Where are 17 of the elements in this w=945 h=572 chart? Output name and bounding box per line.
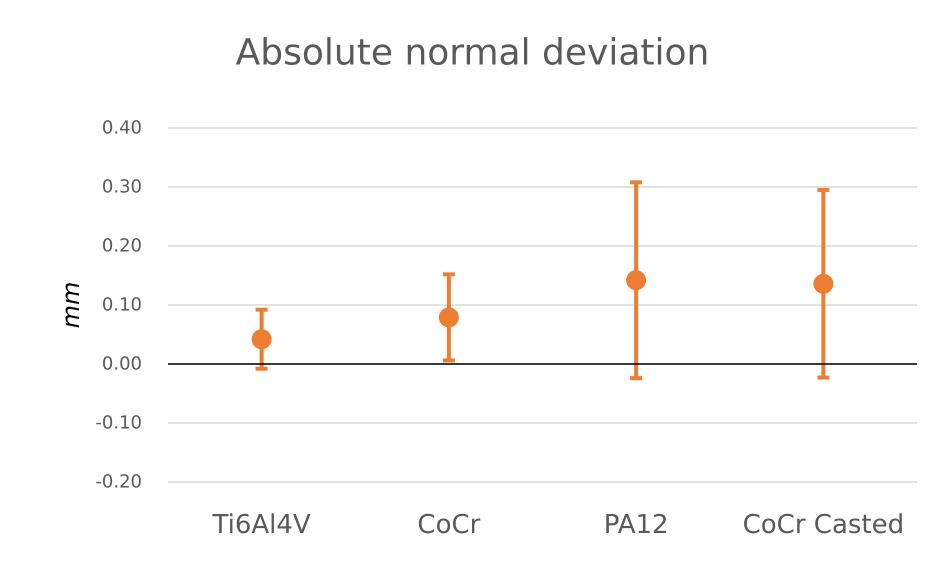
- point: [438, 307, 459, 328]
- x-tick-label: CoCr Casted: [742, 510, 904, 540]
- y-tick-label: -0.10: [95, 412, 142, 434]
- y-tick-label: 0.30: [102, 176, 142, 198]
- y-tick-label: -0.20: [95, 472, 142, 492]
- x-tick-label: Ti6Al4V: [212, 510, 311, 540]
- y-tick-label: 0.20: [102, 236, 142, 256]
- y-tick-label: 0.10: [102, 294, 142, 316]
- y-tick-label: 0.40: [102, 118, 142, 138]
- chart-title: Absolute normal deviation: [236, 32, 710, 74]
- x-tick-label: CoCr: [417, 510, 481, 540]
- point: [813, 274, 834, 294]
- point: [626, 270, 646, 290]
- point: [252, 329, 272, 350]
- x-tick-label: PA12: [604, 510, 669, 540]
- y-axis-title: mm: [57, 282, 85, 328]
- y-tick-label: 0.00: [102, 354, 142, 374]
